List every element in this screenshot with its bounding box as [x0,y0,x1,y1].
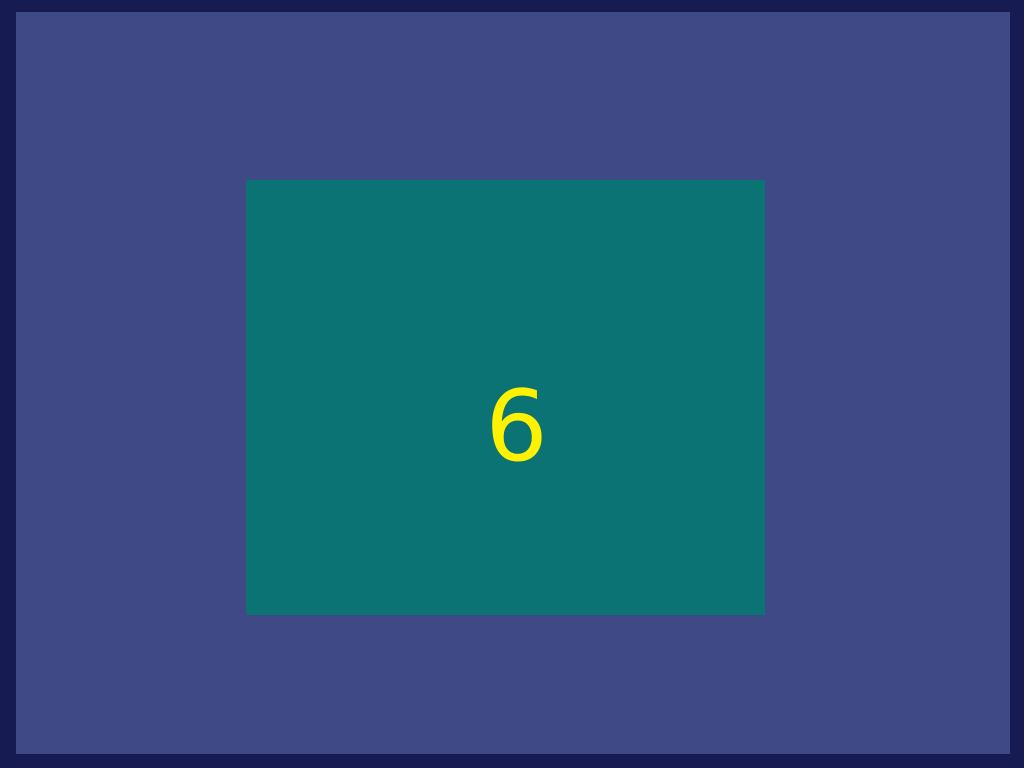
number-value: 6 [485,369,548,484]
number-panel: 6 [246,180,765,615]
outer-frame: 6 [16,12,1010,754]
